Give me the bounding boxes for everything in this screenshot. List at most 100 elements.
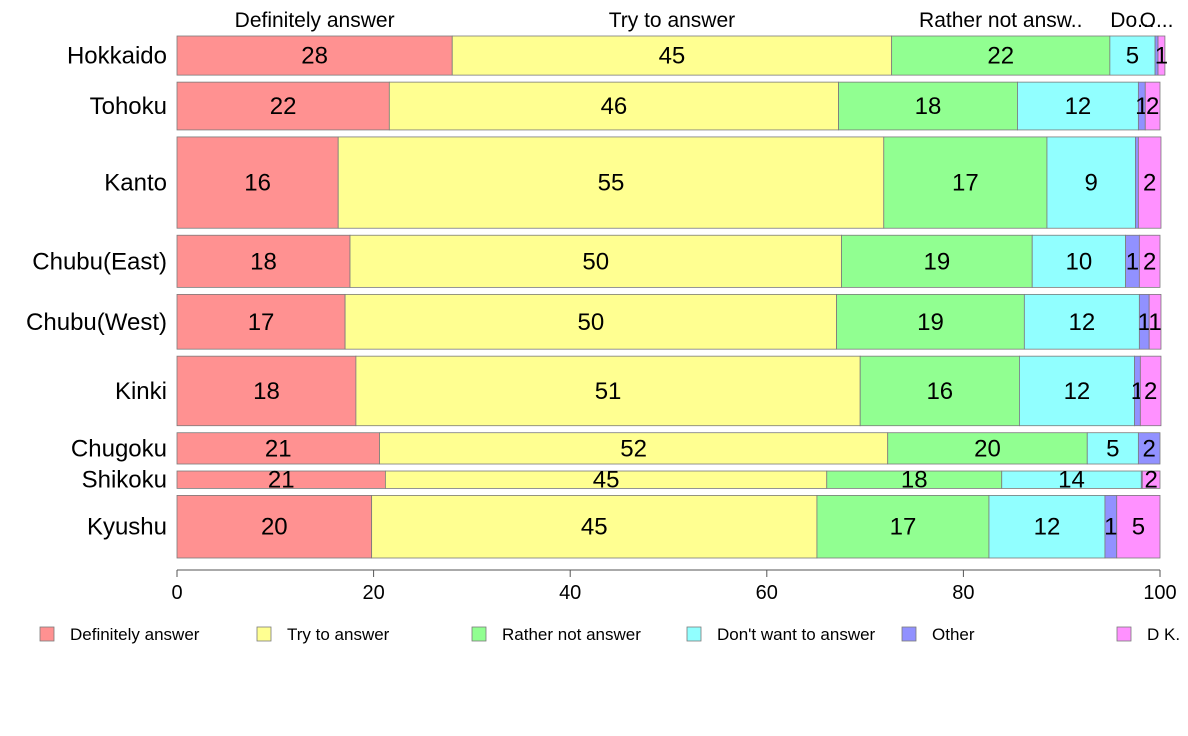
row-label: Chubu(East) <box>32 248 167 275</box>
legend-swatch <box>256 626 272 642</box>
row-label: Chugoku <box>71 435 167 462</box>
row-label: Hokkaido <box>67 43 167 70</box>
segment-value-label: 5 <box>1106 435 1119 462</box>
segment-value-label: 17 <box>890 514 917 541</box>
segment-value-label: 5 <box>1126 43 1139 70</box>
bar-segment <box>176 293 346 350</box>
series-header-labels: Definitely answer Try to answer Rather not… <box>235 9 1174 32</box>
segment-value-label: 17 <box>248 309 275 336</box>
legend: Definitely answer Try to answer Rather not… <box>39 625 1180 644</box>
series-header-label: O... <box>1140 9 1174 32</box>
row-label: Shikoku <box>82 467 167 494</box>
legend-swatch <box>686 626 702 642</box>
bar-segment <box>388 81 839 131</box>
segment-value-label: 1 <box>1126 248 1139 275</box>
bar-segment <box>451 35 893 76</box>
bar-segment <box>176 355 357 427</box>
segment-value-label: 18 <box>250 248 277 275</box>
segment-value-label: 46 <box>601 93 628 120</box>
bar-segment <box>176 432 380 465</box>
bar-segment <box>1023 293 1140 350</box>
segment-value-label: 9 <box>1085 170 1098 197</box>
x-tick-label: 0 <box>171 582 182 604</box>
bar-segment <box>371 495 818 559</box>
segment-value-label: 17 <box>952 170 979 197</box>
row-label: Chubu(West) <box>26 309 167 336</box>
segment-value-label: 19 <box>924 248 951 275</box>
bar-segment <box>816 495 990 559</box>
bar-segment <box>1138 234 1161 288</box>
segment-value-label: 18 <box>901 467 928 494</box>
segment-value-label: 10 <box>1066 248 1093 275</box>
bar-segment <box>836 293 1025 350</box>
series-header-label: Rather not answ.. <box>919 9 1082 32</box>
segment-value-label: 45 <box>581 514 608 541</box>
segment-value-label: 2 <box>1143 170 1156 197</box>
segment-value-label: 22 <box>270 93 297 120</box>
bar-segment <box>1135 136 1139 229</box>
bar-segment <box>337 136 885 229</box>
segment-value-label: 12 <box>1068 309 1095 336</box>
bar-segment <box>344 293 837 350</box>
bar-segment <box>1031 234 1126 288</box>
segment-value-label: 21 <box>268 467 295 494</box>
segment-value-label: 2 <box>1144 378 1157 405</box>
segment-value-label: 20 <box>974 435 1001 462</box>
bar-segment <box>1086 432 1139 465</box>
segment-value-label: 20 <box>261 514 288 541</box>
x-tick-label: 40 <box>559 582 581 604</box>
row-label: Tohoku <box>90 93 167 120</box>
segment-value-label: 16 <box>244 170 271 197</box>
legend-label: D K. <box>1147 625 1180 644</box>
bar-segment <box>1116 495 1161 559</box>
segment-value-label: 21 <box>265 435 292 462</box>
segment-value-label: 18 <box>253 378 280 405</box>
segment-value-label: 2 <box>1143 248 1156 275</box>
segment-value-label: 14 <box>1058 467 1085 494</box>
series-header-label: Try to answer <box>609 9 735 32</box>
legend-swatch <box>471 626 487 642</box>
segment-value-label: 51 <box>595 378 622 405</box>
x-tick-label: 20 <box>362 582 384 604</box>
segment-value-label: 12 <box>1065 93 1092 120</box>
legend-label: Try to answer <box>287 625 390 644</box>
bar-segment <box>1019 355 1135 427</box>
bar-segment <box>1137 136 1162 229</box>
segment-value-label: 2 <box>1146 93 1159 120</box>
segment-value-label: 2 <box>1144 467 1157 494</box>
bar-segment <box>859 355 1020 427</box>
segment-value-label: 50 <box>577 309 604 336</box>
segment-value-label: 1 <box>1148 309 1161 336</box>
bar-segment <box>1139 355 1162 427</box>
legend-swatch <box>39 626 55 642</box>
segment-value-label: 16 <box>926 378 953 405</box>
segment-value-label: 50 <box>582 248 609 275</box>
bar-segment <box>1148 293 1162 350</box>
legend-label: Rather not answer <box>502 625 641 644</box>
bar-segment <box>1144 81 1161 131</box>
legend-swatch <box>901 626 917 642</box>
x-tick-label: 100 <box>1143 582 1176 604</box>
segment-value-label: 28 <box>301 43 328 70</box>
segment-value-label: 52 <box>620 435 647 462</box>
segment-value-label: 55 <box>598 170 625 197</box>
legend-swatch <box>1116 626 1132 642</box>
segment-value-label: 19 <box>917 309 944 336</box>
series-header-label: Definitely answer <box>235 9 395 32</box>
bar-segment <box>355 355 861 427</box>
segment-value-label: 12 <box>1064 378 1091 405</box>
segment-value-label: 45 <box>659 43 686 70</box>
segment-value-label: 45 <box>593 467 620 494</box>
bar-segment <box>349 234 842 288</box>
segment-value-label: 12 <box>1034 514 1061 541</box>
bar-segment <box>176 81 390 131</box>
row-label: Kyushu <box>87 514 167 541</box>
bar-segment <box>176 495 373 559</box>
bar-segment <box>176 234 351 288</box>
bar-segment <box>883 136 1048 229</box>
x-tick-label: 80 <box>952 582 974 604</box>
bar-segment <box>838 81 1018 131</box>
bar-segment <box>1157 35 1166 76</box>
bar-segment <box>1141 470 1161 489</box>
